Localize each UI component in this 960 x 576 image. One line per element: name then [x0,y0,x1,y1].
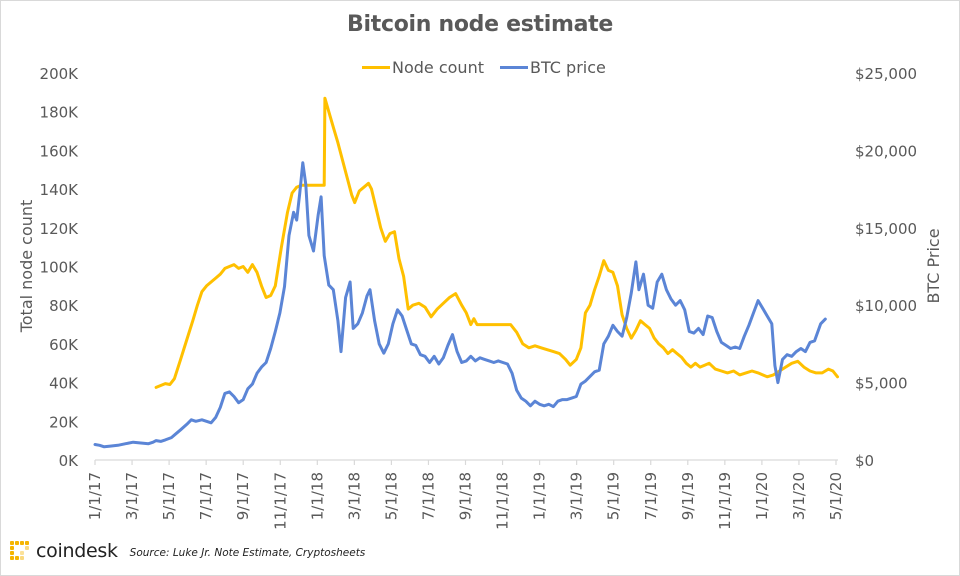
x-axis: 1/1/17 3/1/17 5/1/17 7/1/17 9/1/17 11/1/17 1/1… [86,459,845,530]
y-left-tick-label: 120K [40,220,80,238]
x-tick-label: 3/1/17 [123,472,141,520]
x-tick-label: 5/1/20 [827,472,845,520]
x-tick-label: 1/1/18 [308,472,326,520]
legend-item-btc-price: BTC price [499,58,606,77]
source-note: Source: Luke Jr. Note Estimate, Cryptosh… [129,547,366,559]
series-layer [93,96,839,449]
x-tick-label: 3/1/20 [790,472,808,520]
y-left-tick-label: 200K [40,65,80,83]
y-left-tick-label: 100K [40,259,80,277]
y-axis-left: 0K 20K 40K 60K 80K 100K 120K 140K 160K 180K 200K [40,65,80,470]
coindesk-logo-icon [10,541,30,561]
x-tick-label: 3/1/18 [345,472,363,520]
coindesk-logo-text: coindesk [36,540,118,562]
x-tick-label: 5/1/18 [382,472,400,520]
x-tick-label: 7/1/19 [642,472,660,520]
legend-swatch-node-count [362,66,390,69]
y-right-tick-label: $25,000 [855,65,917,83]
x-tick-label: 11/1/19 [716,472,734,530]
y-axis-right-title: BTC Price [924,228,943,303]
x-tick-label: 11/1/18 [494,472,512,530]
x-tick-label: 9/1/17 [234,472,252,520]
x-tick-label: 1/1/20 [753,472,771,520]
y-axis-right: $0 $5,000 $10,000 $15,000 $20,000 $25,000 [855,65,917,470]
y-right-tick-label: $5,000 [855,375,908,393]
y-left-tick-label: 60K [49,336,79,354]
y-left-tick-label: 20K [49,413,79,431]
y-left-tick-label: 180K [40,104,80,122]
y-left-tick-label: 0K [59,452,80,470]
x-tick-label: 5/1/17 [160,472,178,520]
legend-label-btc-price: BTC price [529,58,606,77]
y-axis-left-title: Total node count [17,200,36,334]
y-left-tick-label: 140K [40,181,80,199]
x-tick-label: 7/1/18 [419,472,437,520]
series-line-node-count [154,96,839,389]
footer: coindesk Source: Luke Jr. Note Estimate,… [10,540,365,562]
legend-swatch-btc-price [499,66,528,69]
x-tick-label: 9/1/19 [679,472,697,520]
x-tick-label: 1/1/17 [86,472,104,520]
legend-label-node-count: Node count [392,58,484,77]
y-left-tick-label: 80K [49,297,79,315]
series-line-btc-price [93,161,827,449]
legend: Node count BTC price [362,58,622,77]
y-right-tick-label: $20,000 [855,142,917,160]
x-tick-label: 3/1/19 [568,472,586,520]
x-tick-label: 11/1/17 [271,472,289,530]
chart-title: Bitcoin node estimate [347,12,613,37]
y-right-tick-label: $15,000 [855,220,917,238]
y-left-tick-label: 160K [40,142,80,160]
x-tick-label: 9/1/18 [457,472,475,520]
x-tick-label: 7/1/17 [197,472,215,520]
x-tick-label: 1/1/19 [531,472,549,520]
legend-item-node-count: Node count [362,58,484,77]
x-tick-label: 5/1/19 [605,472,623,520]
y-left-tick-label: 40K [49,375,79,393]
y-right-tick-label: $10,000 [855,297,917,315]
y-right-tick-label: $0 [855,452,874,470]
